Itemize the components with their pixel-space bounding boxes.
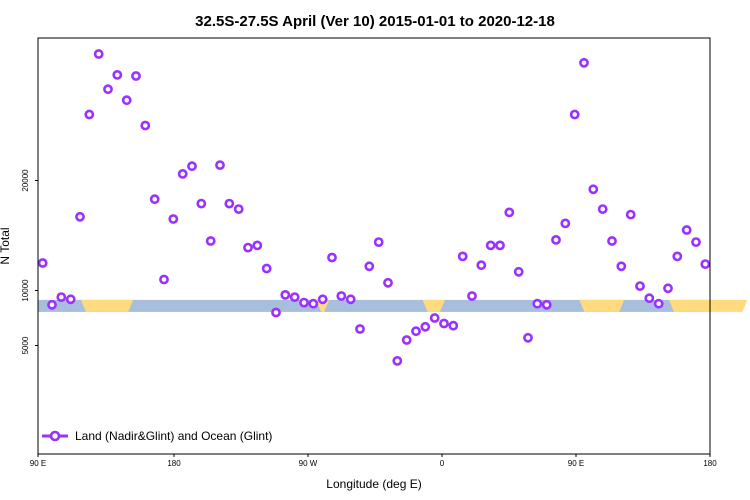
x-tick-label: 90 E bbox=[30, 459, 46, 468]
data-point bbox=[47, 299, 57, 310]
data-point bbox=[448, 320, 459, 331]
data-point bbox=[364, 261, 375, 272]
plot-frame bbox=[37, 37, 711, 455]
data-point bbox=[140, 120, 151, 131]
data-point bbox=[476, 260, 487, 271]
data-point bbox=[672, 251, 683, 262]
data-point bbox=[103, 84, 113, 95]
data-point bbox=[691, 237, 701, 247]
data-point bbox=[75, 211, 85, 222]
y-axis-label: N Total bbox=[0, 227, 12, 264]
data-point bbox=[392, 355, 403, 366]
x-tick-label: 180 bbox=[167, 459, 181, 468]
data-point bbox=[616, 261, 627, 272]
data-point bbox=[233, 204, 244, 214]
data-point bbox=[121, 95, 132, 106]
data-point bbox=[635, 281, 645, 291]
y-tick-label: 10000 bbox=[21, 279, 30, 302]
x-axis-ticks: 90 E 180 90 W 0 90 E 180 bbox=[30, 454, 717, 468]
data-point bbox=[112, 70, 123, 80]
data-point bbox=[177, 168, 188, 179]
data-point bbox=[457, 251, 468, 262]
data-point bbox=[37, 258, 48, 268]
data-point bbox=[84, 109, 95, 120]
data-point bbox=[271, 307, 281, 318]
y-tick-label: 20000 bbox=[21, 169, 30, 192]
legend: Land (Nadir&Glint) and Ocean (Glint) bbox=[42, 429, 272, 443]
data-point bbox=[308, 298, 319, 309]
data-point bbox=[523, 332, 533, 343]
chart-title: 32.5S-27.5S April (Ver 10) 2015-01-01 to… bbox=[195, 13, 555, 30]
data-point bbox=[653, 298, 664, 309]
data-point bbox=[289, 292, 300, 302]
data-point bbox=[93, 49, 104, 59]
land-segment bbox=[80, 299, 134, 312]
data-point bbox=[355, 324, 365, 334]
data-point bbox=[532, 298, 543, 309]
data-point bbox=[205, 236, 216, 246]
data-point bbox=[541, 299, 552, 310]
data-point bbox=[681, 225, 692, 235]
x-axis-label: Longitude (deg E) bbox=[326, 477, 421, 491]
data-point bbox=[551, 234, 561, 245]
x-tick-label: 90 W bbox=[299, 459, 318, 468]
data-point bbox=[149, 194, 160, 205]
land-segment bbox=[579, 299, 625, 312]
data-point bbox=[467, 291, 477, 301]
data-point bbox=[513, 266, 524, 277]
surface-band bbox=[38, 299, 748, 312]
legend-label: Land (Nadir&Glint) and Ocean (Glint) bbox=[75, 429, 272, 443]
data-point bbox=[644, 293, 655, 304]
data-point bbox=[345, 294, 356, 305]
data-point bbox=[597, 204, 608, 214]
data-point bbox=[579, 57, 589, 68]
data-point bbox=[168, 214, 179, 224]
data-point bbox=[261, 263, 272, 274]
data-point bbox=[65, 294, 76, 305]
y-axis-ticks: 5000 10000 20000 bbox=[21, 169, 38, 354]
data-point bbox=[336, 291, 347, 301]
data-point bbox=[588, 184, 599, 195]
data-point bbox=[383, 277, 393, 288]
data-point bbox=[504, 207, 515, 218]
data-point bbox=[280, 289, 291, 300]
x-tick-label: 180 bbox=[703, 459, 717, 468]
legend-marker-icon bbox=[49, 430, 61, 442]
data-point bbox=[159, 274, 169, 285]
y-tick-label: 5000 bbox=[21, 336, 30, 354]
data-points bbox=[37, 49, 711, 366]
data-point bbox=[420, 321, 431, 332]
data-point bbox=[131, 71, 141, 81]
data-point bbox=[625, 209, 636, 220]
data-point bbox=[243, 242, 253, 253]
data-point bbox=[607, 236, 617, 246]
data-point bbox=[560, 218, 571, 229]
data-point bbox=[299, 297, 309, 308]
x-tick-label: 90 E bbox=[568, 459, 584, 468]
data-point bbox=[327, 252, 337, 263]
data-point bbox=[187, 161, 197, 172]
data-point bbox=[411, 326, 421, 337]
data-point bbox=[569, 109, 580, 120]
data-point bbox=[196, 198, 207, 209]
data-point bbox=[495, 240, 505, 251]
data-point bbox=[663, 283, 673, 294]
data-point bbox=[401, 335, 412, 345]
data-point bbox=[700, 259, 711, 269]
data-point bbox=[373, 237, 384, 247]
data-point bbox=[224, 198, 235, 209]
data-point bbox=[439, 318, 449, 329]
data-point bbox=[252, 240, 263, 251]
data-point bbox=[317, 294, 328, 305]
data-point bbox=[485, 240, 496, 251]
data-point bbox=[215, 160, 225, 170]
data-point bbox=[56, 292, 67, 302]
land-segment bbox=[668, 299, 748, 312]
land-segment bbox=[422, 299, 445, 312]
x-tick-label: 0 bbox=[440, 459, 445, 468]
data-point bbox=[429, 313, 440, 323]
